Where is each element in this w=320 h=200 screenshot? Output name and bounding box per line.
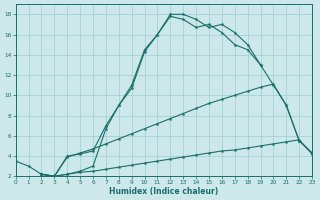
X-axis label: Humidex (Indice chaleur): Humidex (Indice chaleur) xyxy=(109,187,219,196)
